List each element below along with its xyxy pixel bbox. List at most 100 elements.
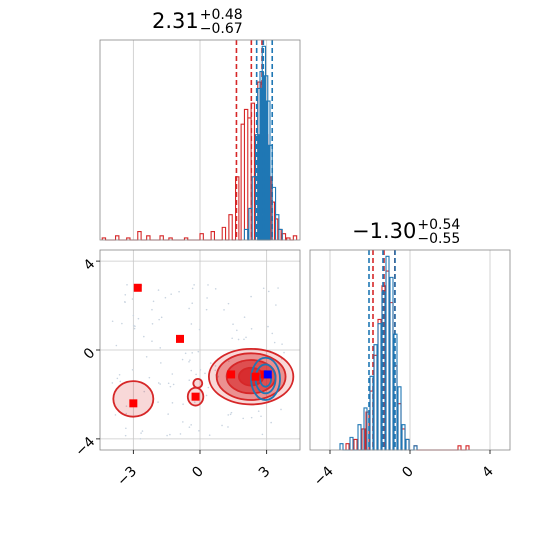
scatter-sample-point (193, 401, 196, 403)
histogram-2-title-plus: +0.54 (417, 217, 461, 233)
scatter-series-0-point-2 (129, 399, 138, 408)
scatter-sample-point (160, 316, 163, 319)
scatter-sample-point (125, 427, 127, 430)
scatter-sample-point (171, 402, 174, 404)
scatter-sample-point (231, 337, 233, 340)
scatter-sample-point (118, 373, 121, 376)
scatter-sample-point (191, 287, 194, 290)
histogram-panel-bottom-right: −4 0 4 (309, 249, 511, 489)
scatter-sample-point (132, 324, 135, 327)
scatter-sample-point (207, 284, 209, 286)
scatter-xtick-label-2: 3 (256, 464, 274, 482)
scatter-ytick-label-0: −4 (72, 434, 98, 460)
scatter-sample-point (198, 429, 200, 432)
scatter-sample-point (121, 322, 123, 325)
scatter-sample-point (143, 335, 145, 338)
scatter-sample-point (236, 329, 238, 332)
scatter-sample-point (133, 327, 136, 330)
scatter-sample-point (198, 328, 201, 331)
scatter-sample-point (114, 414, 117, 416)
scatter-sample-point (273, 341, 276, 344)
scatter-sample-point (188, 360, 190, 363)
scatter-sample-point (205, 308, 208, 311)
scatter-ytick-label-1: 0 (81, 345, 99, 363)
scatter-series-1-point-0 (263, 370, 272, 379)
scatter-sample-point (230, 411, 233, 414)
scatter-sample-point (281, 343, 283, 345)
scatter-sample-point (166, 434, 168, 437)
scatter-sample-point (262, 287, 265, 290)
scatter-ytick-label-2: 4 (81, 256, 99, 274)
scatter-sample-point (124, 301, 126, 303)
contour-2-level-0 (112, 380, 155, 418)
scatter-sample-point (125, 412, 128, 415)
scatter-series-0-point-4 (227, 370, 236, 379)
scatter-sample-point (207, 386, 210, 389)
scatter-sample-point (125, 405, 128, 407)
scatter-series-0-point-0 (133, 283, 142, 292)
scatter-sample-point (197, 350, 200, 353)
scatter-sample-point (257, 410, 260, 412)
scatter-sample-point (140, 432, 142, 434)
scatter-sample-point (151, 322, 154, 325)
scatter-sample-point (242, 417, 245, 420)
scatter-sample-point (159, 347, 162, 349)
scatter-sample-point (167, 382, 170, 385)
scatter-sample-point (151, 340, 153, 343)
scatter-sample-point (111, 382, 114, 384)
scatter-sample-point (131, 298, 134, 300)
scatter-sample-point (131, 368, 134, 371)
scatter-sample-point (145, 356, 148, 358)
scatter-sample-point (271, 332, 274, 335)
scatter-sample-point (184, 352, 187, 355)
scatter-sample-point (267, 290, 270, 293)
scatter-sample-point (280, 408, 282, 411)
scatter-sample-point (250, 295, 252, 298)
scatter-sample-point (139, 437, 142, 440)
scatter-series-0-point-3 (191, 392, 200, 401)
scatter-sample-point (111, 320, 114, 323)
scatter-sample-point (275, 304, 277, 306)
scatter-sample-point (137, 317, 140, 320)
scatter-sample-point (250, 327, 253, 330)
scatter-sample-point (181, 358, 184, 361)
scatter-sample-point (190, 323, 193, 325)
scatter-sample-point (193, 284, 195, 286)
scatter-sample-point (188, 379, 191, 382)
scatter-sample-point (148, 376, 151, 379)
scatter-sample-point (188, 426, 191, 428)
scatter-sample-point (214, 369, 217, 372)
scatter-sample-point (179, 433, 182, 435)
scatter-sample-point (191, 352, 194, 354)
scatter-sample-point (116, 377, 119, 380)
scatter-xtick-label-1: 0 (189, 464, 207, 482)
histogram-1-title: 2.31 +0.48 −0.67 (152, 8, 243, 36)
contour-4-level-0 (192, 377, 204, 389)
scatter-sample-point (243, 316, 246, 318)
scatter-sample-point (250, 416, 253, 419)
scatter-sample-point (227, 414, 230, 416)
scatter-sample-point (167, 413, 169, 415)
histogram-1-title-minus: −0.67 (199, 21, 243, 37)
scatter-panel-bottom-left: −3 0 3 −4 0 4 (72, 249, 301, 490)
scatter-sample-point (243, 338, 245, 341)
scatter-sample-point (205, 394, 208, 397)
scatter-sample-point (134, 325, 136, 328)
scatter-sample-point (261, 433, 264, 436)
histogram-1-title-value: 2.31 (152, 9, 199, 33)
scatter-sample-point (270, 421, 272, 424)
hist-2-series-1-steps (339, 255, 418, 451)
scatter-sample-point (157, 401, 159, 403)
scatter-sample-point (157, 382, 160, 384)
scatter-xtick-label-0: −3 (114, 464, 140, 490)
scatter-sample-point (227, 302, 230, 305)
hist-2-xtick-label-0: −4 (311, 463, 337, 489)
scatter-sample-point (209, 362, 212, 364)
scatter-sample-point (160, 362, 162, 364)
scatter-sample-point (143, 390, 146, 393)
scatter-sample-point (229, 413, 232, 416)
scatter-sample-point (172, 383, 175, 386)
scatter-sample-point (164, 296, 167, 299)
scatter-sample-point (188, 307, 190, 310)
scatter-sample-point (169, 385, 172, 388)
